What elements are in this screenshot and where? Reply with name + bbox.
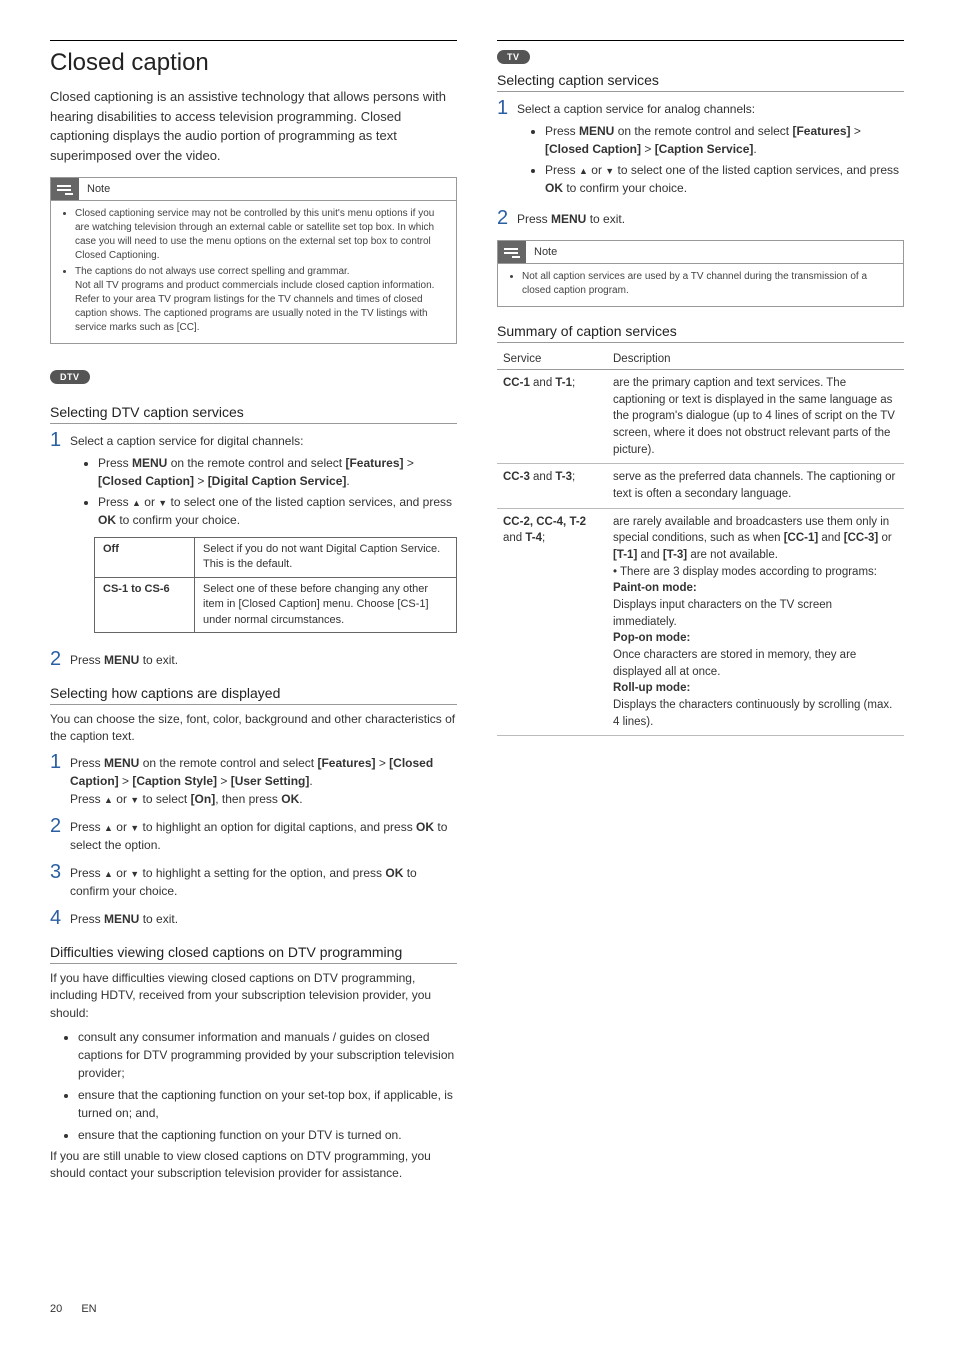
summary-r2-desc: serve as the preferred data channels. Th… [607,464,904,508]
note-icon [498,241,526,263]
page-footer: 20 EN [50,1303,457,1315]
opt-off-label: Off [95,538,195,578]
step-number: 1 [50,430,70,450]
opt-cs-desc: Select one of these before changing any … [195,577,457,632]
difficulties-outro: If you are still unable to view closed c… [50,1148,457,1183]
difficulties-intro: If you have difficulties viewing closed … [50,970,457,1022]
summary-heading: Summary of caption services [497,323,904,343]
summary-r2-service: CC-3 and T-3; [497,464,607,508]
summary-r3-service: CC-2, CC-4, T-2 and T-4; [497,508,607,736]
dtv-step1a: Press MENU on the remote control and sel… [98,454,457,490]
step-number: 1 [50,752,70,772]
step-number: 4 [50,908,70,928]
summary-col-description: Description [607,349,904,370]
note-label: Note [79,180,118,198]
page-number: 20 [50,1303,62,1315]
opt-off-desc: Select if you do not want Digital Captio… [195,538,457,578]
dtv-step2: Press MENU to exit. [70,649,457,669]
display-intro: You can choose the size, font, color, ba… [50,711,457,746]
step-number: 2 [497,208,517,228]
display-step1: Press MENU on the remote control and sel… [70,752,457,808]
dtv-options-table: Off Select if you do not want Digital Ca… [94,537,457,633]
tv-badge: TV [497,50,530,64]
diff-bullet-1: consult any consumer information and man… [78,1028,457,1082]
tv-step1a: Press MENU on the remote control and sel… [545,122,904,158]
page-title: Closed caption [50,40,457,77]
step-number: 2 [50,649,70,669]
display-step2: Press or to highlight an option for digi… [70,816,457,854]
step-number: 1 [497,98,517,118]
note1-item-2: The captions do not always use correct s… [75,265,446,335]
tv-step1b: Press or to select one of the listed cap… [545,161,904,197]
tv-heading: Selecting caption services [497,72,904,92]
dtv-step1-text: Select a caption service for digital cha… [70,434,303,448]
note2-item: Not all caption services are used by a T… [522,270,893,298]
summary-r1-desc: are the primary caption and text service… [607,370,904,464]
summary-col-service: Service [497,349,607,370]
display-step4: Press MENU to exit. [70,908,457,928]
note-label: Note [526,243,565,261]
note-icon [51,178,79,200]
intro-text: Closed captioning is an assistive techno… [50,87,457,165]
summary-r3-desc: are rarely available and broadcasters us… [607,508,904,736]
display-step3: Press or to highlight a setting for the … [70,862,457,900]
tv-step1-text: Select a caption service for analog chan… [517,102,755,116]
dtv-heading: Selecting DTV caption services [50,404,457,424]
dtv-step1b: Press or to select one of the listed cap… [98,493,457,529]
step-number: 3 [50,862,70,882]
note-box-2: Note Not all caption services are used b… [497,240,904,307]
dtv-badge: DTV [50,370,90,384]
diff-bullet-3: ensure that the captioning function on y… [78,1126,457,1144]
diff-bullet-2: ensure that the captioning function on y… [78,1086,457,1122]
step-number: 2 [50,816,70,836]
summary-r1-service: CC-1 and T-1; [497,370,607,464]
note-box-1: Note Closed captioning service may not b… [50,177,457,344]
difficulties-heading: Difficulties viewing closed captions on … [50,944,457,964]
summary-table: Service Description CC-1 and T-1; are th… [497,349,904,736]
opt-cs-label: CS-1 to CS-6 [95,577,195,632]
page-lang: EN [81,1303,96,1315]
display-heading: Selecting how captions are displayed [50,685,457,705]
tv-step2: Press MENU to exit. [517,208,904,228]
note1-item-1: Closed captioning service may not be con… [75,207,446,263]
